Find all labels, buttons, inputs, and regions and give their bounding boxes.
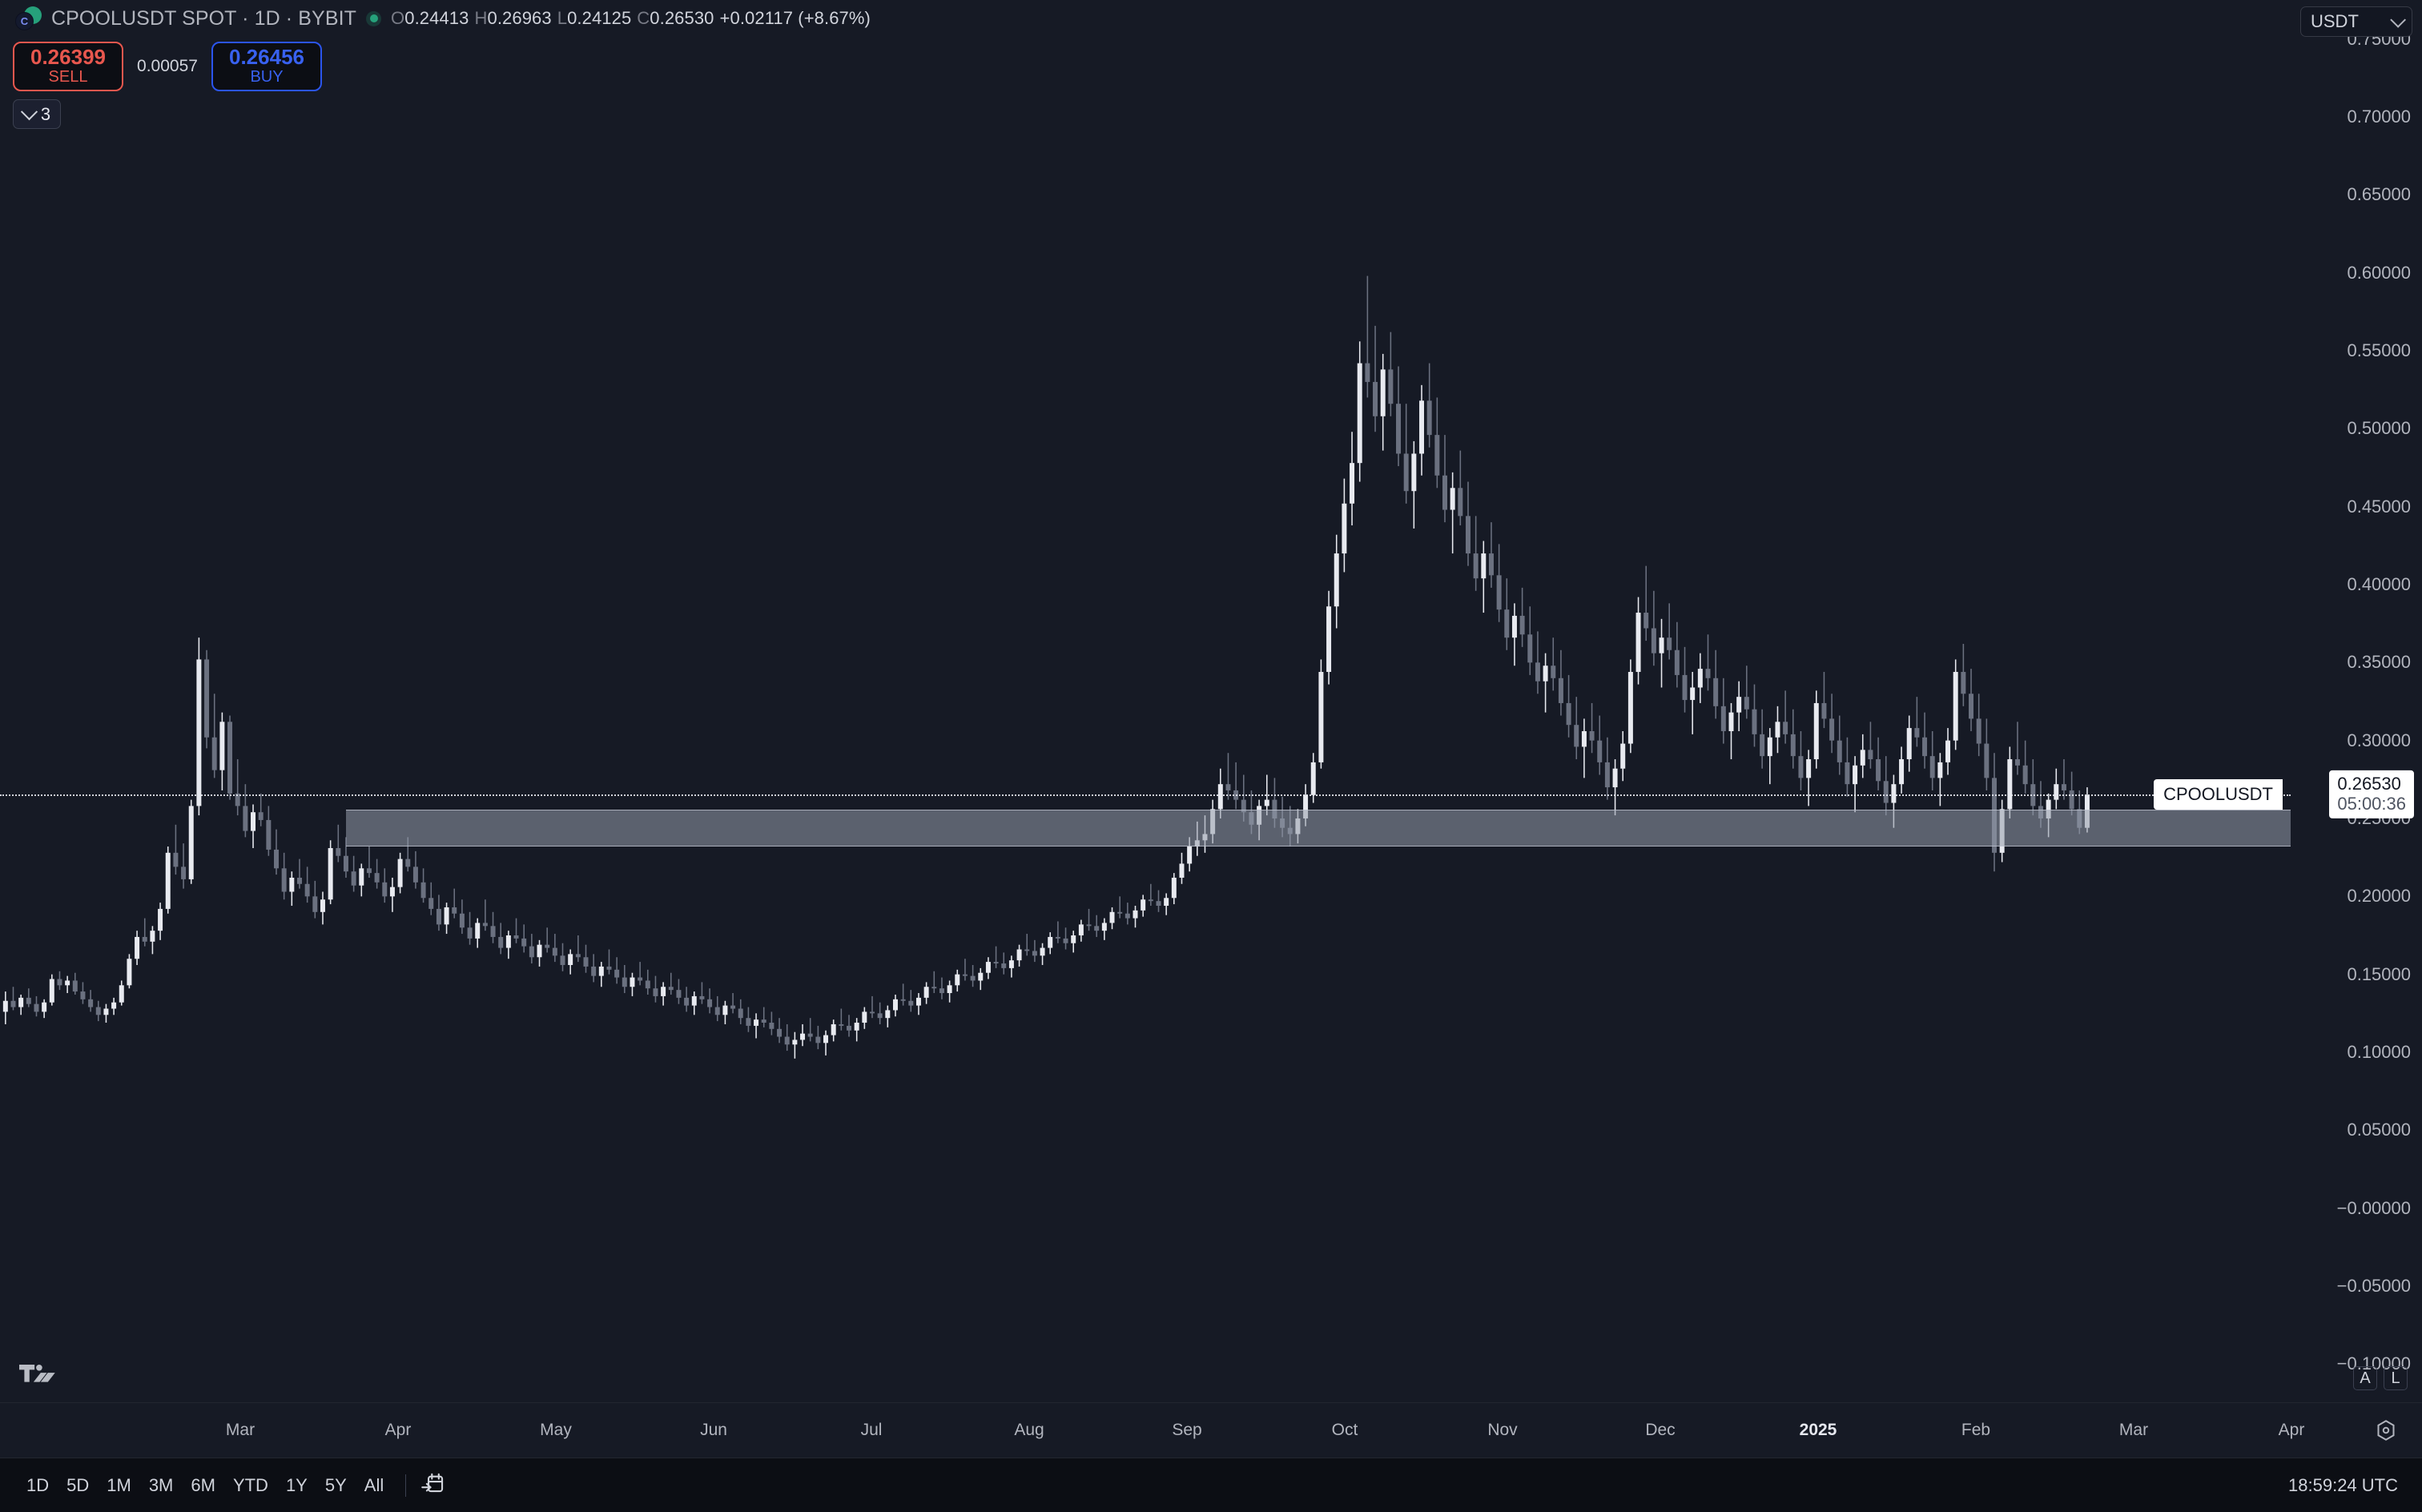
timeframe-3m[interactable]: 3M: [148, 1474, 174, 1495]
time-tick: May: [540, 1421, 572, 1439]
tradingview-logo-icon[interactable]: [19, 1364, 56, 1392]
quantity-value: 3: [40, 103, 51, 124]
support-zone-rectangle[interactable]: [345, 810, 2291, 847]
chart-canvas-pane[interactable]: [0, 0, 2291, 1403]
sell-label: SELL: [48, 68, 88, 86]
toolbar-divider: [405, 1474, 407, 1497]
time-tick: Mar: [2118, 1421, 2149, 1439]
quantity-dropdown[interactable]: 3: [13, 99, 61, 129]
candlestick-series: [2, 275, 2090, 1059]
buy-sell-panel: 0.26399 SELL 0.00057 0.26456 BUY 3: [13, 42, 322, 129]
timeframe-6m[interactable]: 6M: [191, 1474, 215, 1495]
utc-clock: 18:59:24 UTC: [2288, 1474, 2398, 1495]
buy-price: 0.26456: [229, 44, 304, 69]
time-tick: Mar: [225, 1421, 255, 1439]
price-tick: 0.30000: [2347, 730, 2411, 750]
sell-button[interactable]: 0.26399 SELL: [13, 42, 123, 91]
time-tick: Aug: [1014, 1421, 1044, 1439]
price-tick: 0.45000: [2347, 496, 2411, 517]
current-price-tag[interactable]: 0.26530 05:00:36: [2329, 770, 2414, 819]
sell-price: 0.26399: [30, 44, 106, 69]
timeframe-5y[interactable]: 5Y: [324, 1474, 347, 1495]
chevron-down-icon: [2390, 11, 2407, 28]
time-tick: Dec: [1645, 1421, 1676, 1439]
timeframe-all[interactable]: All: [364, 1474, 384, 1495]
price-tick: 0.20000: [2347, 886, 2411, 907]
gear-icon[interactable]: [2374, 1418, 2398, 1442]
price-tick: 0.10000: [2347, 1042, 2411, 1062]
buy-sell-row: 0.26399 SELL 0.00057 0.26456 BUY: [13, 42, 322, 91]
price-tick: 0.35000: [2347, 652, 2411, 673]
auto-scale-button[interactable]: A: [2353, 1366, 2377, 1390]
time-tick: Feb: [1961, 1421, 1991, 1439]
calendar-icon[interactable]: [419, 1472, 446, 1499]
timeframe-buttons: 1D 5D 1M 3M 6M YTD 1Y 5Y All: [18, 1470, 392, 1501]
current-price-value: 0.26530: [2337, 774, 2401, 794]
timeframe-1m[interactable]: 1M: [107, 1474, 131, 1495]
current-price-line: [0, 794, 2291, 797]
buy-label: BUY: [250, 68, 284, 86]
price-tick: 0.15000: [2347, 963, 2411, 984]
price-tick: 0.40000: [2347, 574, 2411, 594]
price-axis[interactable]: USDT 0.75000 0.70000 0.65000 0.60000 0.55000…: [2291, 0, 2422, 1403]
price-tick: 0.60000: [2347, 262, 2411, 283]
price-tick: 0.55000: [2347, 340, 2411, 360]
currency-value: USDT: [2311, 11, 2359, 31]
chart-region: C CPOOLUSDT SPOT · 1D · BYBIT O0.24413 H0…: [0, 0, 2422, 1458]
time-tick: 2025: [1799, 1421, 1837, 1439]
time-axis[interactable]: Mar Apr May Jun Jul Aug Sep Oct Nov Dec 2025 Feb Mar…: [0, 1402, 2422, 1458]
chevron-down-icon: [20, 103, 38, 121]
timeframe-1d[interactable]: 1D: [26, 1474, 50, 1495]
timeframe-1y[interactable]: 1Y: [285, 1474, 308, 1495]
time-tick: Sep: [1172, 1421, 1202, 1439]
price-tick: −0.10000: [2336, 1353, 2411, 1374]
log-scale-button[interactable]: L: [2384, 1366, 2408, 1390]
price-tick: 0.65000: [2347, 184, 2411, 205]
bar-countdown: 05:00:36: [2337, 793, 2406, 814]
time-tick: Apr: [2278, 1421, 2305, 1439]
price-tick: −0.00000: [2336, 1197, 2411, 1218]
time-tick: Apr: [384, 1421, 412, 1439]
time-tick: Jun: [700, 1421, 727, 1439]
price-tick: −0.05000: [2336, 1276, 2411, 1296]
spread-value: 0.00057: [137, 57, 198, 75]
time-tick: Nov: [1487, 1421, 1518, 1439]
bottom-toolbar: 1D 5D 1M 3M 6M YTD 1Y 5Y All 18:59:24 UTC: [0, 1458, 2422, 1512]
price-tick: 0.70000: [2347, 107, 2411, 127]
timeframe-5d[interactable]: 5D: [66, 1474, 90, 1495]
symbol-price-tag: CPOOLUSDT: [2154, 779, 2283, 810]
timeframe-ytd[interactable]: YTD: [232, 1474, 268, 1495]
buy-button[interactable]: 0.26456 BUY: [211, 42, 322, 91]
currency-select[interactable]: USDT: [2300, 6, 2412, 37]
price-tick: 0.05000: [2347, 1120, 2411, 1140]
time-tick: Oct: [1331, 1421, 1358, 1439]
time-tick: Jul: [860, 1421, 883, 1439]
price-tick: 0.50000: [2347, 418, 2411, 439]
